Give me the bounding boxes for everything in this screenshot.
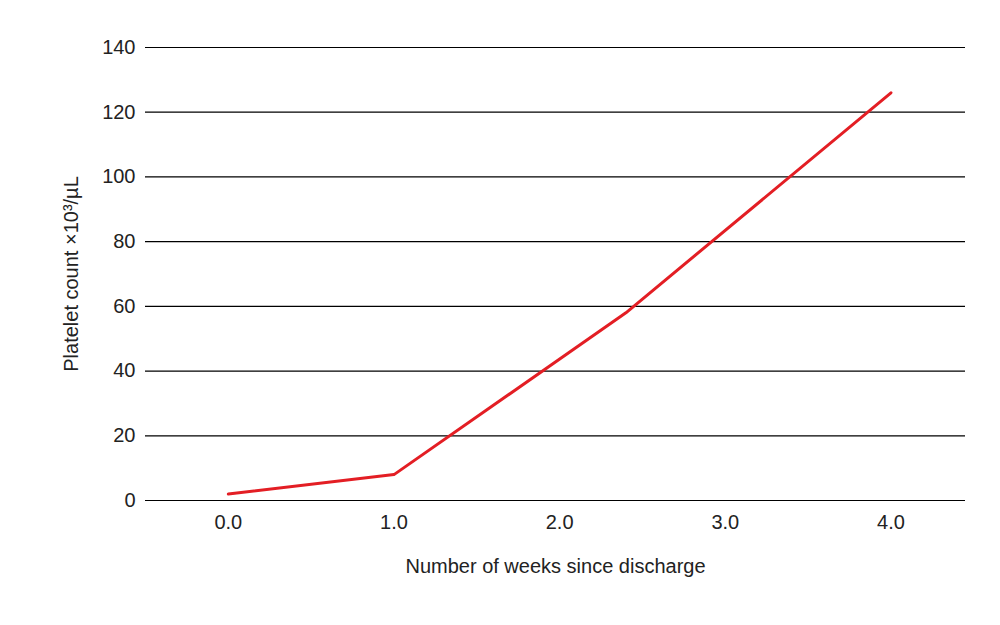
svg-text:0: 0 [124, 489, 135, 511]
svg-text:40: 40 [113, 359, 135, 381]
svg-text:20: 20 [113, 424, 135, 446]
svg-text:140: 140 [102, 36, 135, 58]
svg-text:2.0: 2.0 [546, 511, 574, 533]
svg-text:80: 80 [113, 230, 135, 252]
svg-text:1.0: 1.0 [380, 511, 408, 533]
svg-text:Number of weeks since discharg: Number of weeks since discharge [405, 555, 705, 577]
svg-text:3.0: 3.0 [711, 511, 739, 533]
svg-text:100: 100 [102, 165, 135, 187]
svg-text:4.0: 4.0 [877, 511, 905, 533]
svg-text:60: 60 [113, 295, 135, 317]
svg-text:Platelet count ×10³/µL: Platelet count ×10³/µL [60, 176, 82, 372]
svg-text:0.0: 0.0 [214, 511, 242, 533]
svg-text:120: 120 [102, 101, 135, 123]
